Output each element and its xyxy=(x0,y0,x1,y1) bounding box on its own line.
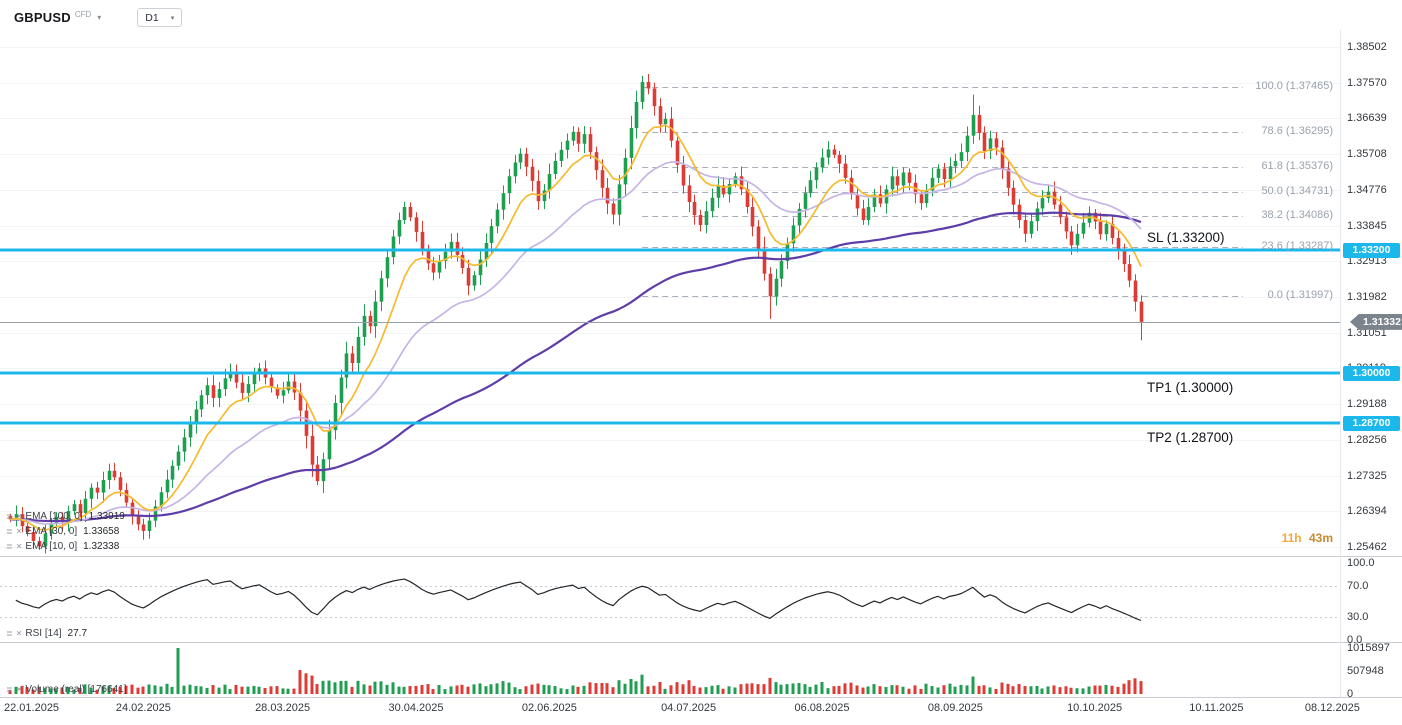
ema-10-label: EMA [10, 0] xyxy=(25,541,78,552)
indicator-settings-icon[interactable]: ≣ xyxy=(6,684,13,694)
indicator-remove-icon[interactable]: ✕ xyxy=(15,684,23,694)
indicator-remove-icon[interactable]: ✕ xyxy=(15,541,23,551)
indicator-remove-icon[interactable]: ✕ xyxy=(15,511,23,521)
price-badge-sl[interactable]: 1.33200 xyxy=(1343,243,1400,259)
countdown-hours: 11h xyxy=(1281,531,1302,545)
timeframe-caret-icon: ▾ xyxy=(170,14,175,22)
symbol-dropdown-caret-icon[interactable]: ▾ xyxy=(97,13,102,22)
rsi-label: RSI [14] xyxy=(25,628,62,639)
instrument-header: GBPUSD CFD ▾ D1 ▾ xyxy=(14,8,183,27)
indicator-remove-icon[interactable]: ✕ xyxy=(15,628,23,638)
sl-label[interactable]: SL (1.33200) xyxy=(1147,230,1225,246)
ema-10-indicator-row: ≣ ✕ EMA [10, 0] 1.32338 xyxy=(6,541,119,552)
countdown-minutes: 43m xyxy=(1308,531,1333,545)
indicator-settings-icon[interactable]: ≣ xyxy=(6,541,13,551)
instrument-type-label: CFD xyxy=(74,10,92,19)
tp1-label[interactable]: TP1 (1.30000) xyxy=(1147,379,1234,395)
ema-30-indicator-row: ≣ ✕ EMA [30, 0] 1.33658 xyxy=(6,526,119,537)
timeframe-selector[interactable]: D1 ▾ xyxy=(137,8,183,27)
ema-100-label: EMA [100, 0] xyxy=(25,511,83,522)
ema-10-value: 1.32338 xyxy=(83,541,120,552)
symbol-name[interactable]: GBPUSD xyxy=(14,10,71,25)
volume-label: Volume (real) [176641] xyxy=(25,684,127,695)
ema-100-value: 1.33919 xyxy=(88,511,125,522)
indicator-settings-icon[interactable]: ≣ xyxy=(6,526,13,536)
price-badge-tp1[interactable]: 1.30000 xyxy=(1343,365,1400,381)
indicator-settings-icon[interactable]: ≣ xyxy=(6,628,13,638)
tp2-label[interactable]: TP2 (1.28700) xyxy=(1147,429,1234,445)
candle-countdown: 11h 43m xyxy=(1282,531,1333,545)
rsi-value: 27.7 xyxy=(67,628,88,639)
ema-30-label: EMA [30, 0] xyxy=(25,526,78,537)
volume-indicator-row: ≣ ✕ Volume (real) [176641] xyxy=(6,684,127,695)
indicator-settings-icon[interactable]: ≣ xyxy=(6,511,13,521)
timeframe-value: D1 xyxy=(145,11,159,24)
indicator-remove-icon[interactable]: ✕ xyxy=(15,526,23,536)
ema-30-value: 1.33658 xyxy=(83,526,120,537)
ema-100-indicator-row: ≣ ✕ EMA [100, 0] 1.33919 xyxy=(6,511,125,522)
price-badge-tp2[interactable]: 1.28700 xyxy=(1343,415,1400,431)
rsi-indicator-row: ≣ ✕ RSI [14] 27.7 xyxy=(6,628,87,639)
